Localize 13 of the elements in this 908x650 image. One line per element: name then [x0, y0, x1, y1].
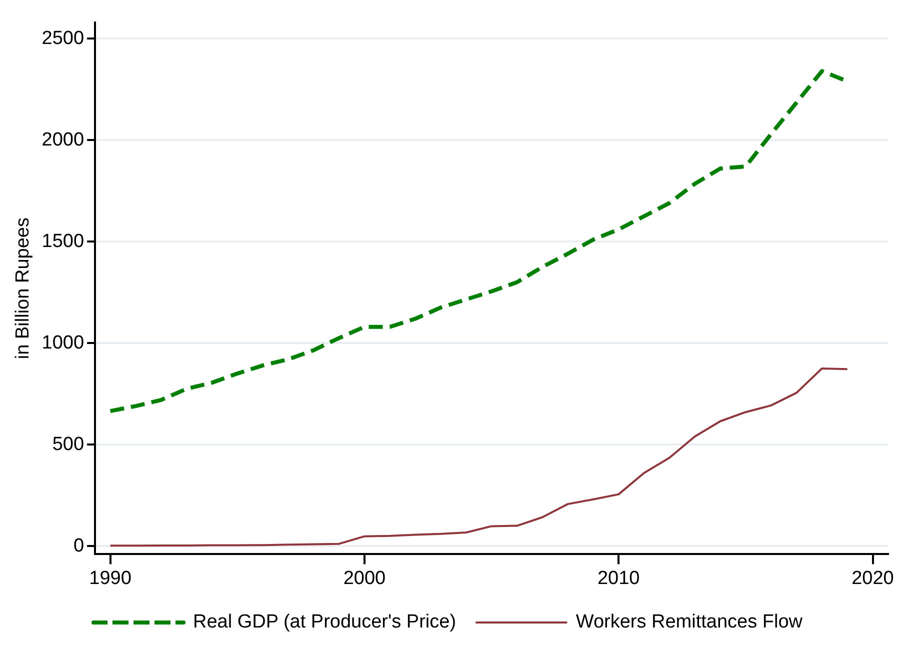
- x-tick-label: 2020: [852, 568, 894, 589]
- x-tick-label: 2010: [597, 568, 640, 589]
- y-tick-label: 1500: [42, 230, 84, 252]
- legend-label: Workers Remittances Flow: [576, 612, 803, 633]
- legend-label: Real GDP (at Producer's Price): [192, 612, 456, 633]
- y-axis-title: in Billion Rupees: [12, 218, 34, 360]
- y-tick-label: 0: [73, 535, 84, 556]
- y-tick-label: 1000: [42, 332, 84, 354]
- y-tick-label: 2500: [42, 28, 84, 49]
- x-tick-label: 2000: [343, 568, 386, 589]
- y-tick-label: 2000: [42, 129, 84, 150]
- x-tick-label: 1990: [89, 568, 132, 589]
- y-tick-label: 500: [52, 434, 84, 455]
